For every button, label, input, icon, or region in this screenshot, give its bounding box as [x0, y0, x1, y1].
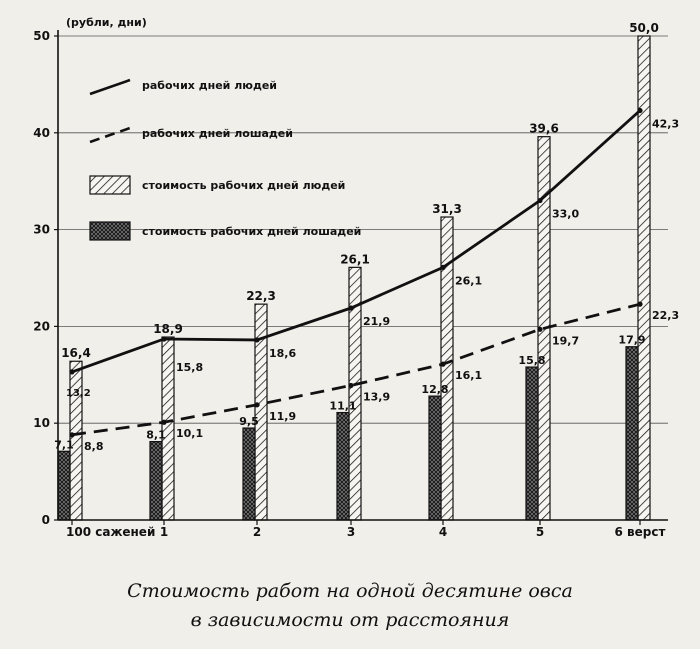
line-point	[348, 305, 354, 311]
legend-swatch	[89, 126, 131, 144]
label-cost-people: 31,3	[432, 202, 462, 216]
label-horse-days: 11,9	[269, 410, 296, 423]
label-horse-days: 10,1	[176, 427, 203, 440]
label-cost-people: 22,3	[246, 289, 276, 303]
legend-label: рабочих дней людей	[142, 79, 277, 92]
caption-line-2: в зависимости от расстояния	[190, 609, 510, 631]
line-point	[254, 337, 260, 343]
label-horse-days: 22,3	[652, 309, 679, 322]
label-people-days: 26,1	[455, 274, 482, 287]
label-people-days: 33,0	[552, 208, 579, 221]
bars	[57, 35, 651, 521]
bar-cost-horses	[428, 395, 442, 521]
y-axis-label: (рубли, дни)	[66, 16, 147, 29]
bar-cost-horses	[57, 450, 71, 521]
label-cost-horses: 11,1	[329, 400, 356, 413]
label-cost-people: 26,1	[340, 252, 370, 266]
line-point	[440, 264, 446, 270]
y-tick-label: 40	[33, 126, 50, 140]
chart: 16,4 18,9 22,3 26,1 31,3 39,6 50,0 7,1 8,1 9,5 11,…	[33, 16, 679, 539]
x-tick-label: 6 верст	[615, 525, 666, 539]
legend-label: стоимость рабочих дней людей	[142, 179, 345, 192]
label-cost-horses: 12,8	[421, 383, 448, 396]
axes: (рубли, дни) 0 10 20 30 40 50 100 саженей 1 2 3 4 5 6…	[33, 16, 668, 539]
grid	[58, 35, 668, 424]
line-point	[254, 402, 260, 408]
label-cost-horses: 7,1	[54, 438, 74, 451]
label-horse-days: 8,8	[84, 440, 104, 453]
data-labels: 16,4 18,9 22,3 26,1 31,3 39,6 50,0 7,1 8,1 9,5 11,…	[54, 21, 679, 453]
x-tick-label: 1	[160, 525, 168, 539]
label-horse-days: 13,9	[363, 390, 390, 403]
legend-swatch	[89, 221, 131, 241]
label-extra: 13,2	[66, 388, 91, 399]
y-tick-label: 30	[33, 223, 50, 237]
caption-line-1: Стоимость работ на одной десятине овса	[127, 580, 573, 602]
line-point	[348, 382, 354, 389]
label-horse-days: 19,7	[552, 334, 579, 347]
line-point	[161, 336, 167, 342]
line-point	[537, 197, 543, 204]
bar-cost-horses	[149, 440, 163, 521]
label-people-days: 21,9	[363, 315, 390, 328]
series-lines	[69, 107, 643, 438]
label-cost-people: 18,9	[153, 322, 183, 336]
label-cost-people: 39,6	[529, 122, 559, 136]
line-point	[537, 326, 543, 332]
legend-label: стоимость рабочих дней лошадей	[142, 225, 361, 238]
bar-cost-horses	[625, 346, 639, 521]
bar-cost-horses	[525, 366, 539, 521]
line-point	[637, 301, 643, 307]
line-point	[69, 432, 75, 438]
line-point	[440, 361, 446, 367]
x-tick-label: 5	[536, 525, 544, 539]
label-horse-days: 16,1	[455, 369, 482, 382]
x-tick-label: 2	[253, 525, 261, 539]
label-cost-horses: 8,1	[146, 429, 166, 442]
bar-cost-horses	[242, 427, 256, 521]
x-tick-label: 3	[347, 525, 355, 539]
label-people-days: 42,3	[652, 118, 679, 131]
legend-swatch	[89, 175, 131, 195]
line-point	[161, 419, 167, 425]
legend-swatch	[89, 78, 131, 96]
legend: рабочих дней людей рабочих дней лошадей ст…	[89, 78, 361, 241]
label-extra: 15,8	[176, 361, 203, 374]
label-cost-horses: 15,8	[518, 354, 545, 367]
y-tick-label: 10	[33, 416, 50, 430]
y-tick-label: 50	[33, 29, 50, 43]
label-cost-people: 16,4	[61, 346, 91, 360]
label-cost-horses: 9,5	[239, 415, 259, 428]
x-tick-label: 100 саженей	[66, 525, 155, 539]
label-cost-people: 50,0	[629, 21, 659, 35]
line-point	[69, 369, 75, 375]
x-tick-label: 4	[439, 525, 447, 539]
y-tick-label: 20	[33, 319, 50, 333]
label-cost-horses: 17,9	[618, 334, 645, 347]
line-point	[637, 107, 643, 114]
bar-cost-horses	[336, 411, 350, 521]
legend-label: рабочих дней лошадей	[142, 127, 293, 140]
y-tick-label: 0	[42, 513, 50, 527]
label-people-days: 18,6	[269, 347, 296, 360]
